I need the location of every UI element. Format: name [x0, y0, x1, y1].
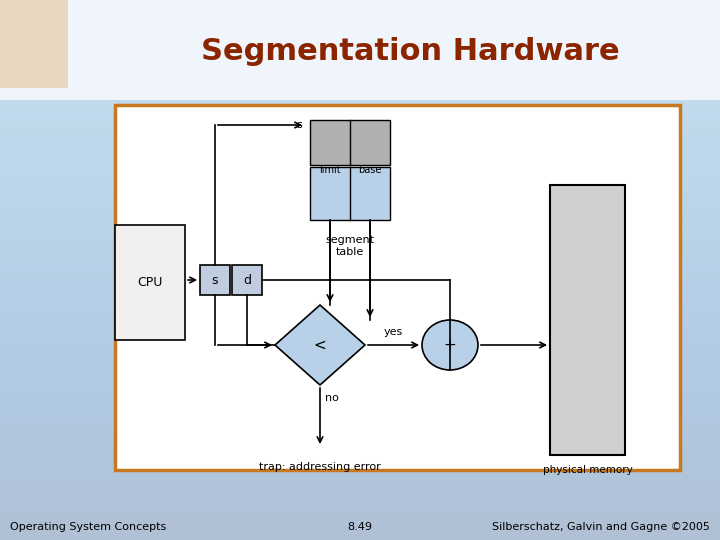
Polygon shape: [275, 305, 365, 385]
Bar: [232, 265, 262, 295]
Bar: [200, 265, 230, 295]
Text: limit: limit: [319, 165, 341, 175]
Bar: [0, 0, 720, 100]
Bar: [115, 105, 680, 470]
Text: s: s: [212, 273, 218, 287]
Text: <: <: [314, 338, 326, 353]
Text: s: s: [296, 120, 302, 130]
Text: yes: yes: [384, 327, 403, 337]
Text: 8.49: 8.49: [348, 522, 372, 532]
Ellipse shape: [422, 320, 478, 370]
Text: segment
table: segment table: [325, 235, 374, 256]
Text: d: d: [243, 273, 251, 287]
Text: base: base: [359, 165, 382, 175]
Text: Operating System Concepts: Operating System Concepts: [10, 522, 166, 532]
Text: CPU: CPU: [138, 276, 163, 289]
Text: +: +: [444, 338, 456, 353]
Bar: [115, 225, 185, 340]
Bar: [0, 0, 68, 88]
Text: Segmentation Hardware: Segmentation Hardware: [201, 37, 620, 66]
Text: no: no: [325, 393, 339, 403]
Bar: [310, 167, 390, 220]
Bar: [550, 185, 625, 455]
Bar: [310, 120, 390, 165]
Text: physical memory: physical memory: [543, 465, 632, 475]
Text: Silberschatz, Galvin and Gagne ©2005: Silberschatz, Galvin and Gagne ©2005: [492, 522, 710, 532]
Text: trap: addressing error: trap: addressing error: [259, 462, 381, 472]
